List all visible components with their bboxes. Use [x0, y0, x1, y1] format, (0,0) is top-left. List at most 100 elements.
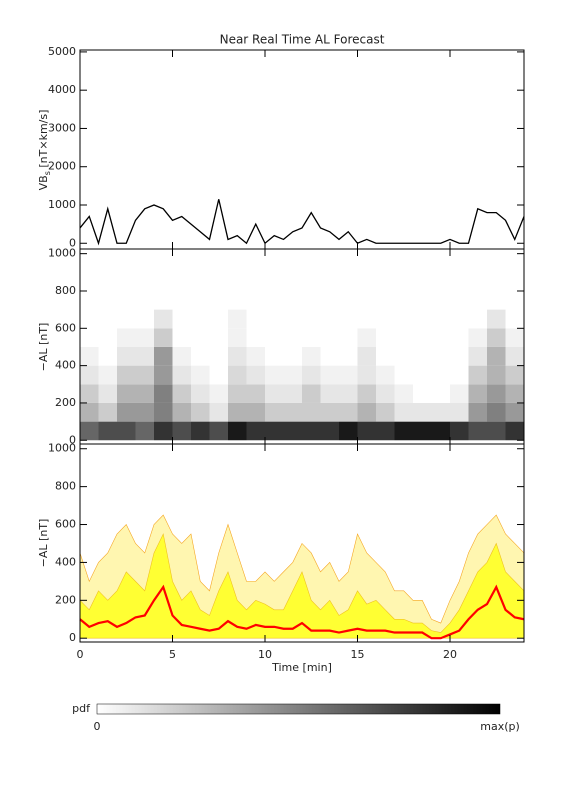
heat-cell: [135, 328, 154, 347]
heat-cell: [413, 402, 432, 422]
heat-cell: [468, 328, 487, 347]
heat-cell: [487, 328, 506, 347]
heat-cell: [413, 365, 432, 385]
heat-cell: [468, 309, 487, 329]
heat-cell: [376, 328, 395, 347]
heat-cell: [135, 402, 154, 422]
heat-cell: [376, 365, 395, 385]
x-tick-label: 20: [443, 648, 457, 661]
heat-cell: [228, 328, 247, 347]
heat-cell: [172, 421, 191, 441]
heat-cell: [302, 365, 321, 385]
colorbar-min: 0: [94, 720, 101, 733]
heat-cell: [376, 384, 395, 403]
heat-cell: [246, 365, 265, 385]
data-line: [79, 199, 525, 246]
heat-cell: [283, 384, 302, 403]
heat-cell: [228, 365, 247, 385]
x-axis-label: Time [min]: [271, 661, 332, 674]
heat-cell: [468, 384, 487, 403]
heat-cell: [339, 421, 358, 441]
heat-cell: [98, 384, 117, 403]
y-tick-label: 3000: [48, 121, 76, 134]
heat-cell: [117, 384, 136, 403]
y-tick-label: 800: [55, 284, 76, 297]
y-axis-label: VBs [nT×km/s]: [37, 110, 52, 191]
heat-cell: [339, 309, 358, 329]
y-label-sub: s: [43, 171, 52, 175]
heat-cell: [302, 402, 321, 422]
heat-cell: [376, 402, 395, 422]
heat-cell: [320, 402, 339, 422]
heat-cell: [357, 402, 376, 422]
heat-cell: [117, 309, 136, 329]
heat-cell: [413, 346, 432, 366]
heat-cell: [505, 421, 524, 441]
heat-cell: [468, 402, 487, 422]
heat-cell: [320, 346, 339, 366]
y-tick-label: 2000: [48, 160, 76, 173]
heat-cell: [98, 421, 117, 441]
heat-cell: [505, 309, 524, 329]
heat-cell: [376, 421, 395, 441]
heat-cell: [246, 346, 265, 366]
heat-cell: [505, 365, 524, 385]
heat-cell: [487, 421, 506, 441]
heat-cell: [209, 365, 228, 385]
heat-cell: [357, 384, 376, 403]
heat-cell: [339, 328, 358, 347]
heat-cell: [98, 365, 117, 385]
heat-cell: [394, 365, 413, 385]
heat-cell: [172, 365, 191, 385]
heat-cell: [487, 365, 506, 385]
y-tick-label: 200: [55, 396, 76, 409]
heat-cell: [154, 384, 173, 403]
heat-cell: [172, 346, 191, 366]
heat-cell: [450, 402, 469, 422]
heat-cell: [117, 402, 136, 422]
heat-cell: [357, 421, 376, 441]
heat-cell: [431, 328, 450, 347]
y-tick-label: 5000: [48, 45, 76, 58]
heat-cell: [302, 421, 321, 441]
heat-cell: [80, 384, 99, 403]
heat-cell: [98, 309, 117, 329]
heat-cell: [320, 365, 339, 385]
heat-cell: [80, 328, 99, 347]
heat-cell: [209, 402, 228, 422]
plot-frame: [79, 443, 525, 643]
heat-cell: [505, 346, 524, 366]
heat-cell: [431, 346, 450, 366]
heat-cell: [265, 346, 284, 366]
heat-cell: [265, 365, 284, 385]
heat-cell: [80, 402, 99, 422]
heat-cell: [394, 421, 413, 441]
heat-cell: [468, 421, 487, 441]
y-tick-label: 600: [55, 321, 76, 334]
heat-cell: [320, 421, 339, 441]
heat-cell: [228, 346, 247, 366]
heat-cell: [431, 421, 450, 441]
heat-cell: [191, 384, 210, 403]
heat-cell: [487, 402, 506, 422]
heat-cell: [135, 365, 154, 385]
heat-cell: [431, 384, 450, 403]
plot-frame: [79, 49, 525, 250]
x-tick-label: 5: [169, 648, 176, 661]
heat-cell: [394, 309, 413, 329]
heat-cell: [487, 309, 506, 329]
heat-cell: [339, 365, 358, 385]
heat-cell: [357, 346, 376, 366]
heat-cell: [450, 384, 469, 403]
heat-cell: [283, 309, 302, 329]
heat-cell: [302, 384, 321, 403]
heat-cell: [302, 328, 321, 347]
band-area: [79, 533, 525, 639]
heat-cell: [431, 309, 450, 329]
heat-cell: [154, 346, 173, 366]
heat-cell: [283, 328, 302, 347]
heat-cell: [98, 402, 117, 422]
y-tick-label: 600: [55, 518, 76, 531]
heat-cell: [265, 402, 284, 422]
